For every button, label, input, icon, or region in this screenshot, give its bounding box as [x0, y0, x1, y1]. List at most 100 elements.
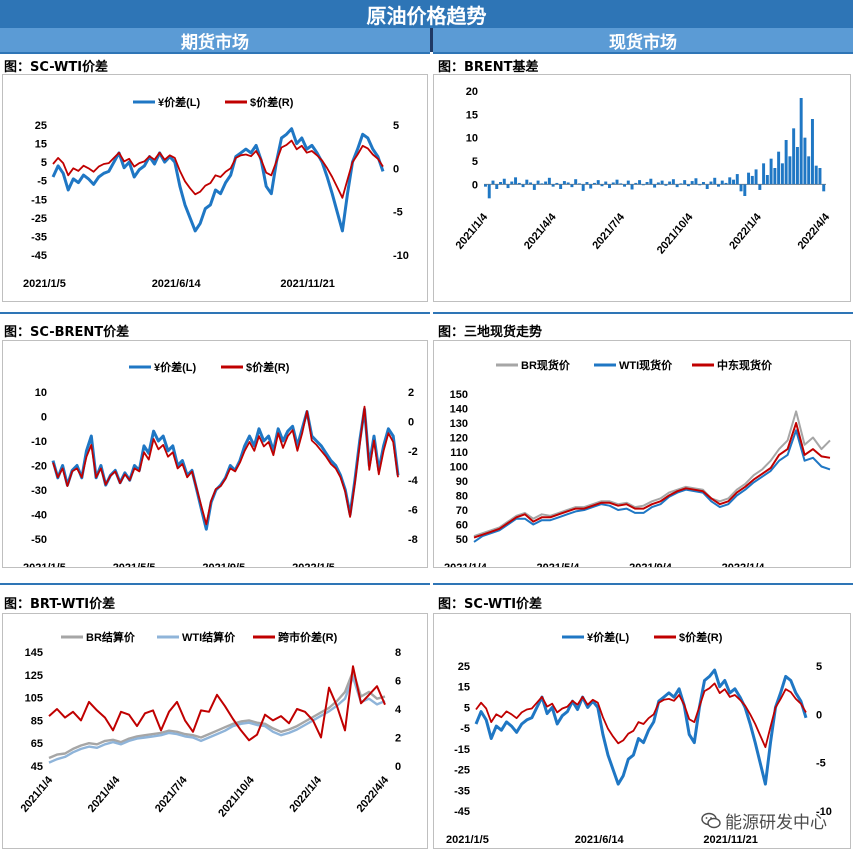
bar	[701, 182, 705, 185]
bar	[754, 169, 758, 185]
header-divider	[430, 28, 433, 52]
bar	[780, 163, 784, 185]
spot-section-header: 现货市场	[433, 28, 853, 53]
chart-sc-wti-2: 25 15 5 -5 -15 -25 -35 -45 5 0 -5 -10 2021/1/5 2021/6…	[446, 630, 832, 846]
bar	[589, 184, 593, 189]
y-tick-label: -5	[460, 723, 470, 735]
bar	[671, 179, 675, 185]
bar	[562, 181, 566, 185]
bar	[735, 174, 739, 185]
y2-tick-label: -10	[393, 250, 409, 262]
y2-tick-label: 0	[395, 761, 401, 773]
y2-tick-label: -8	[408, 534, 418, 546]
x-tick-label: 2021/1/5	[23, 278, 66, 290]
panel-title-sc-wti-1: 图：SC-WTI价差	[4, 60, 109, 75]
y2-tick-label: 8	[395, 647, 401, 659]
x-tick-label: 2022/1/5	[292, 562, 335, 567]
bar	[717, 184, 720, 187]
y2-tick-label: -2	[408, 446, 418, 458]
chart-brent-basis: 20 15 10 5 0 2021/1/4 2021/4/4 2021/7/4 2021/10/…	[454, 86, 833, 257]
bar	[619, 183, 623, 185]
y-tick-label: 15	[466, 109, 478, 121]
bar	[664, 184, 668, 186]
bar	[675, 184, 679, 188]
y2-tick-label: 0	[816, 709, 822, 721]
y-tick-label: -50	[31, 534, 47, 546]
bar	[517, 182, 521, 185]
chart-sc-brent: 10 0 -10 -20 -30 -40 -50 2 0 -2 -4 -6 -8 2021/1/5 2021…	[23, 360, 419, 574]
x-tick-label: 2021/4/4	[522, 211, 559, 252]
bar	[521, 184, 525, 188]
y-tick-label: 25	[35, 120, 47, 132]
bar	[686, 184, 690, 187]
page-title: 原油价格趋势	[0, 0, 853, 28]
panel-title-brt-wti: 图：BRT-WTI价差	[4, 597, 116, 612]
series-line-1	[52, 405, 399, 526]
bar	[502, 178, 506, 185]
bar	[615, 179, 619, 185]
x-tick-label: 2021/1/5	[23, 562, 66, 567]
bar	[694, 178, 698, 185]
legend-label: ¥价差(L)	[158, 95, 200, 109]
bar	[656, 182, 660, 185]
bar	[649, 178, 653, 185]
bar	[762, 163, 766, 185]
bar	[720, 180, 724, 185]
y-tick-label: 150	[450, 389, 468, 401]
bar	[585, 182, 589, 185]
bar	[611, 182, 615, 185]
bar	[540, 183, 544, 185]
bar	[653, 184, 657, 188]
bar	[803, 137, 807, 185]
bar	[747, 172, 751, 185]
bar	[660, 180, 664, 185]
x-tick-label: 2022/1/4	[727, 211, 764, 252]
chart-panel-brent-basis: 20 15 10 5 0 2021/1/4 2021/4/4 2021/7/4 2021/10/…	[433, 74, 851, 302]
rule	[0, 583, 430, 585]
bar	[818, 168, 822, 185]
panel-title-sc-wti-2: 图：SC-WTI价差	[438, 597, 543, 612]
y-tick-label: -35	[31, 231, 47, 243]
x-tick-label: 2021/10/4	[655, 211, 696, 257]
y-tick-label: 90	[456, 476, 468, 488]
legend-label: 跨市价差(R)	[278, 630, 338, 644]
y-tick-label: -25	[31, 213, 47, 225]
series-line-0	[51, 127, 385, 233]
rule	[0, 52, 430, 54]
y-tick-label: -30	[31, 485, 47, 497]
y-tick-label: 10	[466, 133, 478, 145]
y2-tick-label: -10	[816, 806, 832, 818]
y-tick-label: -20	[31, 461, 47, 473]
bar	[683, 180, 687, 185]
y2-tick-label: 6	[395, 676, 401, 688]
bar	[623, 184, 627, 187]
watermark-text: 能源研发中心	[725, 813, 827, 833]
bar	[732, 179, 736, 185]
x-tick-label: 2021/7/4	[153, 774, 190, 815]
bar	[604, 181, 608, 185]
y-tick-label: 130	[450, 418, 468, 430]
y-tick-label: 80	[456, 491, 468, 503]
bar	[626, 180, 630, 185]
y-tick-label: 125	[25, 670, 43, 682]
bar	[487, 184, 491, 199]
futures-section-header: 期货市场	[0, 28, 430, 53]
x-tick-label: 2021/10/4	[216, 774, 257, 820]
bar	[690, 181, 694, 185]
y-tick-label: 65	[31, 738, 43, 750]
bar	[705, 184, 709, 189]
bar	[792, 128, 796, 185]
y-tick-label: -45	[454, 806, 470, 818]
bar	[773, 168, 777, 185]
bar	[506, 184, 510, 189]
bar	[577, 183, 581, 185]
legend-label: WTI结算价	[182, 630, 236, 644]
legend-label: $价差(R)	[246, 360, 290, 374]
legend-label: BR结算价	[86, 630, 136, 644]
y-tick-label: 0	[472, 179, 478, 191]
rule	[433, 583, 853, 585]
chart-panel-three-spot: 150 140 130 120 110 100 90 80 70 60 50 2021/1/4 2021…	[433, 340, 851, 574]
bar	[641, 184, 645, 186]
bar	[822, 184, 826, 192]
bar	[750, 175, 754, 185]
